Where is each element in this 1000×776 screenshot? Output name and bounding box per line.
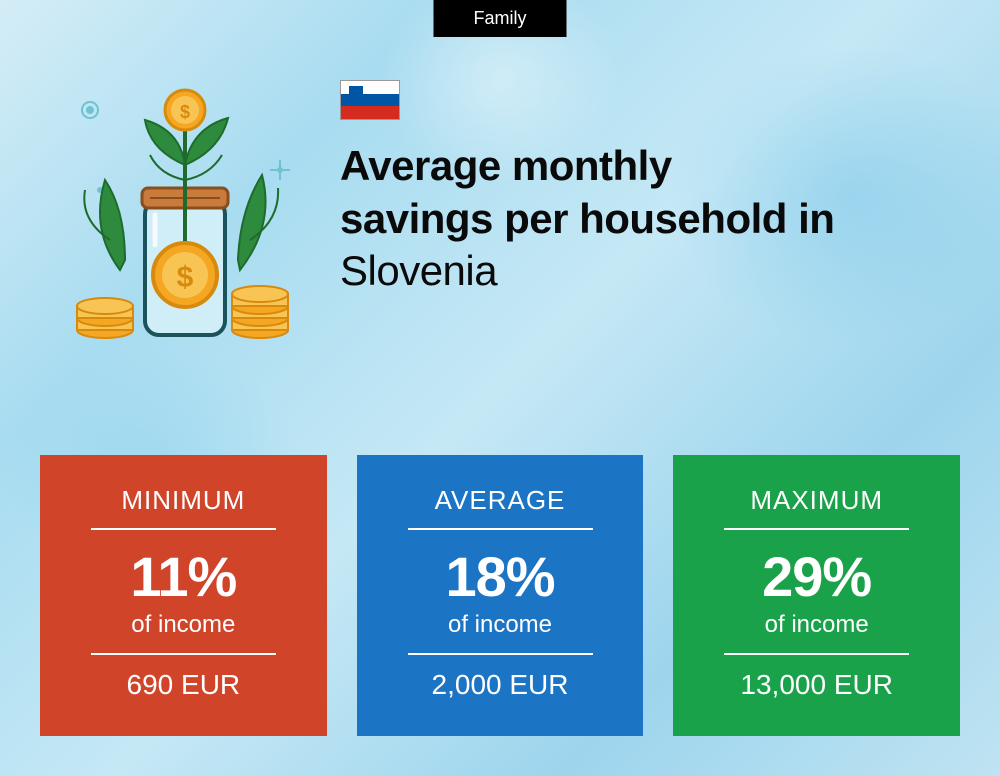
divider: [724, 653, 909, 655]
card-label: AVERAGE: [377, 485, 624, 528]
country-flag: [340, 80, 400, 120]
stat-card-average: AVERAGE 18% of income 2,000 EUR: [357, 455, 644, 736]
card-percent: 18%: [377, 544, 624, 609]
card-percent: 11%: [60, 544, 307, 609]
svg-text:$: $: [180, 102, 190, 122]
stat-card-maximum: MAXIMUM 29% of income 13,000 EUR: [673, 455, 960, 736]
title-country: Slovenia: [340, 247, 497, 294]
card-amount: 13,000 EUR: [693, 669, 940, 701]
savings-jar-icon: $ $: [50, 70, 310, 350]
divider: [91, 528, 276, 530]
stat-card-minimum: MINIMUM 11% of income 690 EUR: [40, 455, 327, 736]
divider: [408, 653, 593, 655]
divider: [408, 528, 593, 530]
card-label: MINIMUM: [60, 485, 307, 528]
flag-coat-of-arms: [349, 86, 363, 102]
card-amount: 690 EUR: [60, 669, 307, 701]
page-title: Average monthly savings per household in…: [340, 140, 950, 298]
category-tag: Family: [434, 0, 567, 37]
flag-stripe-3: [341, 106, 399, 119]
card-sub: of income: [60, 611, 307, 639]
svg-text:$: $: [177, 261, 194, 294]
card-percent: 29%: [693, 544, 940, 609]
card-amount: 2,000 EUR: [377, 669, 624, 701]
savings-illustration: $ $: [50, 70, 310, 350]
stat-cards: MINIMUM 11% of income 690 EUR AVERAGE 18…: [40, 455, 960, 736]
title-line-1: Average monthly: [340, 142, 672, 189]
title-line-2: savings per household in: [340, 195, 834, 242]
card-sub: of income: [693, 611, 940, 639]
title-block: Average monthly savings per household in…: [340, 70, 950, 298]
hero-section: $ $ Average monthly savings per househol…: [50, 70, 950, 350]
divider: [91, 653, 276, 655]
card-sub: of income: [377, 611, 624, 639]
divider: [724, 528, 909, 530]
card-label: MAXIMUM: [693, 485, 940, 528]
